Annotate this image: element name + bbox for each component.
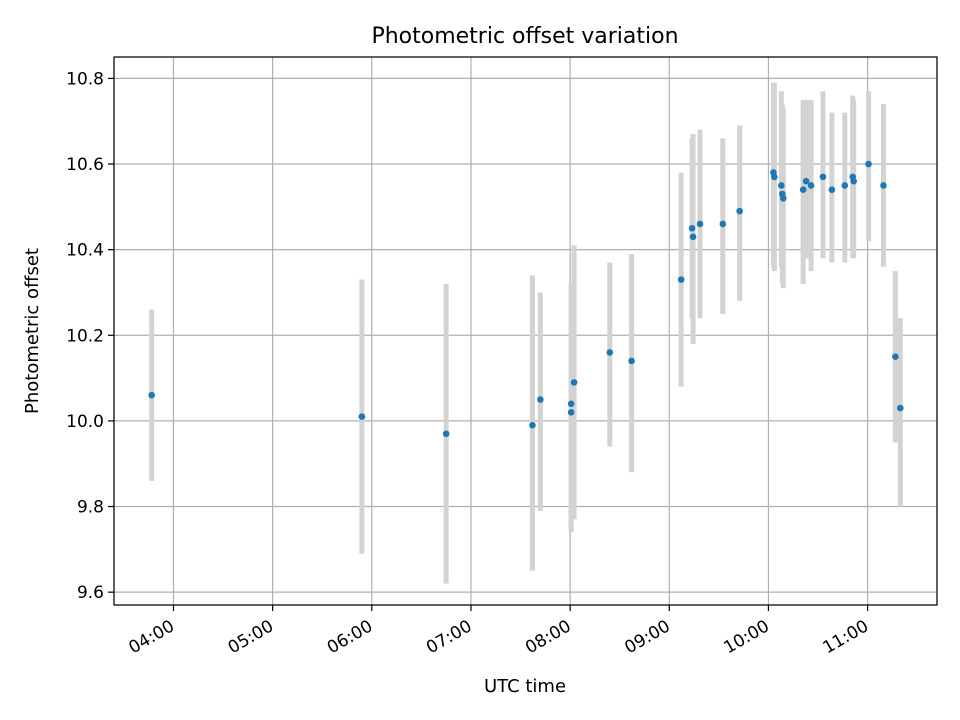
data-point [771,173,778,181]
data-point [628,357,635,365]
data-point [537,396,544,403]
data-point [802,177,810,185]
data-point [799,186,807,194]
data-point [719,220,727,228]
data-point [736,207,743,215]
x-tick-label: 07:00 [423,616,475,658]
data-point [841,182,849,189]
data-point [567,400,575,408]
chart-title: Photometric offset variation [371,24,678,49]
y-tick-label: 9.6 [77,583,104,603]
data-point [688,224,696,232]
data-point [696,220,704,228]
data-point [567,409,575,416]
x-tick-label: 11:00 [820,616,872,658]
data-point [880,182,887,189]
data-point [689,233,697,241]
data-points [148,160,904,438]
data-point [358,413,366,420]
x-tick-label: 04:00 [126,616,178,658]
x-tick-label: 06:00 [324,616,376,658]
x-tick-label: 09:00 [621,616,673,658]
error-bars [149,82,903,584]
y-tick-label: 10.2 [66,326,104,346]
data-point [570,379,578,386]
data-point [819,173,827,181]
x-tick-label: 10:00 [720,616,772,658]
data-point [865,160,872,168]
y-axis-label: Photometric offset [22,248,43,414]
y-tick-label: 10.4 [66,241,104,261]
data-point [892,353,899,360]
y-tick-label: 10.8 [66,69,104,89]
data-point [850,177,858,185]
data-point [780,194,787,202]
data-point [442,430,450,438]
data-point [778,182,785,189]
data-point [148,391,155,399]
data-point [606,349,614,356]
data-point [897,404,904,412]
x-axis-label: UTC time [484,676,566,697]
y-tick-label: 9.8 [77,498,104,518]
data-point [529,421,536,429]
data-point [807,182,815,189]
plot-frame [113,56,938,606]
axis-ticks: 04:00 05:00 06:00 07:00 08:00 09:00 10:00 11:00… [66,69,872,658]
data-point [828,186,836,194]
y-tick-label: 10.6 [66,155,104,175]
x-tick-label: 05:00 [225,616,277,658]
data-point [677,276,685,283]
x-tick-label: 08:00 [522,616,574,658]
y-tick-label: 10.0 [66,412,104,432]
